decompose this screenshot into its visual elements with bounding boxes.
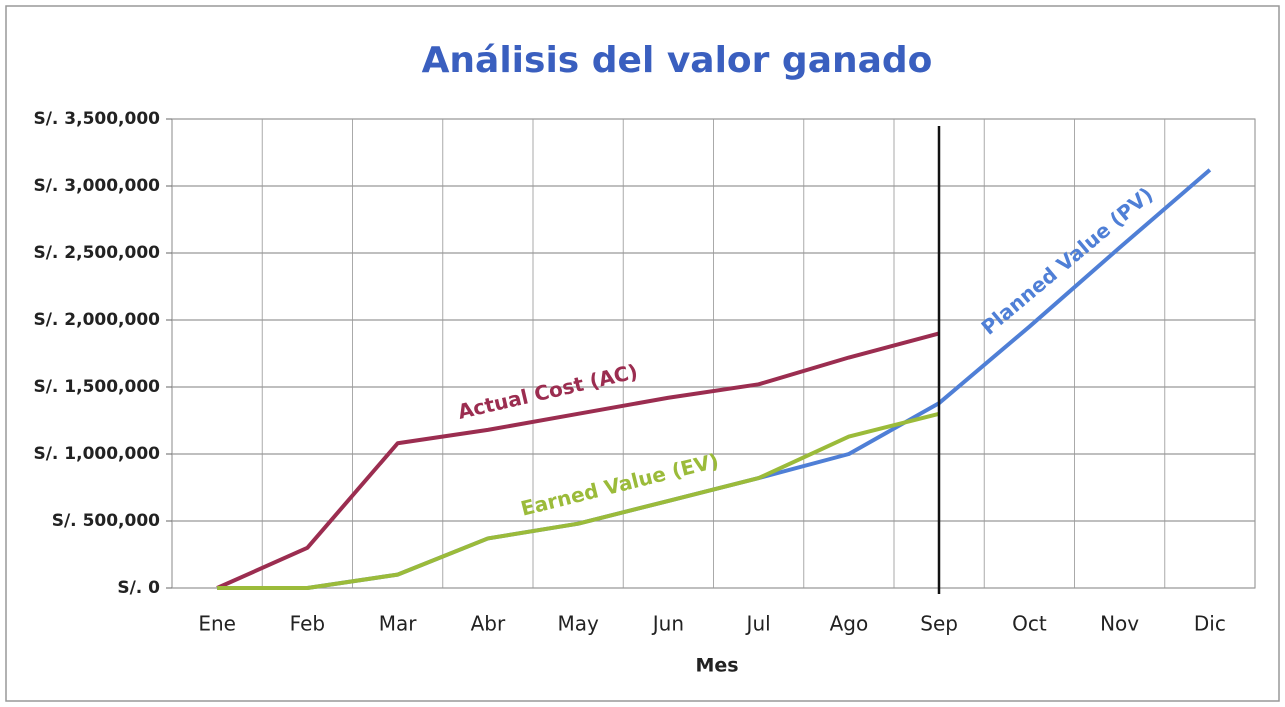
y-tick-label: S/. 2,500,000	[33, 243, 160, 263]
y-tick-label: S/. 500,000	[52, 511, 160, 531]
x-tick-label: Dic	[1194, 612, 1226, 636]
x-tick-label: May	[557, 612, 599, 636]
x-tick-label: Abr	[471, 612, 506, 636]
y-tick-label: S/. 2,000,000	[33, 310, 160, 330]
x-tick-label: Nov	[1100, 612, 1139, 636]
series-line	[217, 411, 940, 590]
y-tick-label: S/. 1,500,000	[33, 377, 160, 397]
y-tick-label: S/. 0	[117, 578, 160, 598]
x-tick-label: Jul	[745, 612, 771, 636]
x-axis-label: Mes	[695, 655, 738, 677]
x-tick-label: Oct	[1012, 612, 1047, 636]
x-tick-label: Ene	[198, 612, 236, 636]
x-tick-label: Jun	[651, 612, 684, 636]
y-tick-label: S/. 3,000,000	[33, 176, 160, 196]
y-tick-label: S/. 3,500,000	[33, 109, 160, 129]
series-line	[216, 331, 940, 590]
y-tick-label: S/. 1,000,000	[33, 444, 160, 464]
x-tick-label: Ago	[830, 612, 869, 636]
x-tick-label: Mar	[379, 612, 418, 636]
chart-title: Análisis del valor ganado	[422, 40, 933, 81]
x-tick-label: Sep	[920, 612, 958, 636]
x-tick-label: Feb	[290, 612, 325, 636]
